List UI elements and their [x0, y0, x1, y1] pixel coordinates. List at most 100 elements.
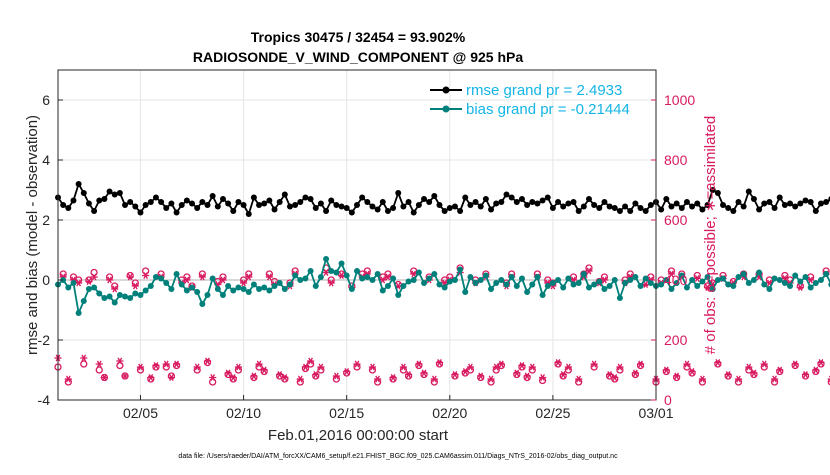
rmse-point — [714, 190, 721, 196]
obs-assimilated-point — [801, 371, 810, 378]
bias-point — [513, 283, 520, 289]
bias-point — [209, 275, 216, 282]
obs-assimilated-point — [183, 276, 191, 284]
obs-assimilated-point — [276, 371, 284, 378]
obs-assimilated-point — [616, 363, 624, 371]
obs-assimilated-point — [80, 354, 88, 362]
obs-assimilated-point — [683, 360, 691, 368]
obs-assimilated-point — [193, 363, 201, 371]
obs-possible-point — [714, 360, 722, 368]
bias-point — [642, 275, 649, 282]
obs-assimilated-point — [307, 357, 315, 365]
obs-assimilated-point — [105, 276, 114, 284]
x-tick-label: 02/25 — [535, 405, 570, 421]
bias-point — [199, 301, 206, 307]
rmse-point — [384, 208, 391, 214]
y-tick-label-right: 400 — [664, 272, 688, 288]
obs-assimilated-point — [172, 360, 181, 368]
bias-point — [101, 295, 108, 301]
rmse-point — [462, 194, 469, 201]
y-axis-label: rmse and bias (model - observation) — [24, 115, 41, 355]
y-axis-label-right: # of obs: o=possible; ∗=assimilated — [702, 116, 719, 355]
bias-point — [457, 266, 464, 273]
rmse-point — [410, 209, 417, 216]
obs-possible-point — [518, 363, 526, 371]
rmse-point — [756, 206, 763, 213]
bias-point — [323, 256, 330, 262]
rmse-point — [436, 202, 443, 208]
bias-point — [276, 280, 283, 286]
obs-possible-point — [224, 370, 232, 379]
rmse-point — [85, 200, 92, 207]
rmse-point — [65, 205, 72, 211]
bias-point — [725, 281, 732, 288]
rmse-point — [127, 199, 134, 205]
obs-assimilated-point — [466, 363, 475, 371]
obs-possible-point — [554, 360, 562, 368]
rmse-point — [446, 205, 453, 211]
rmse-point — [75, 181, 82, 187]
bias-point — [601, 286, 608, 292]
rmse-point — [560, 203, 567, 210]
bias-point — [823, 271, 830, 277]
rmse-point — [281, 191, 288, 198]
rmse-point — [735, 199, 742, 205]
obs-possible-point — [80, 360, 88, 368]
rmse-point — [570, 199, 577, 205]
rmse-point — [101, 196, 108, 202]
rmse-point — [766, 199, 773, 205]
rmse-point — [189, 200, 196, 207]
rmse-point — [740, 203, 747, 210]
rmse-point — [616, 208, 623, 214]
bias-point — [235, 284, 242, 291]
bias-point — [163, 280, 170, 286]
obs-assimilated-point — [374, 375, 382, 383]
obs-assimilated-point — [497, 360, 505, 368]
bias-point — [333, 269, 340, 276]
bias-point — [194, 289, 201, 295]
y-tick-label: 2 — [42, 212, 50, 228]
bias-point — [544, 283, 551, 289]
obs-assimilated-point — [724, 371, 732, 378]
obs-assimilated-point — [518, 362, 526, 369]
obs-assimilated-point — [203, 357, 212, 365]
bias-point — [379, 287, 386, 294]
bias-point — [297, 277, 304, 283]
obs-assimilated-point — [606, 371, 614, 378]
bias-point — [266, 287, 273, 294]
bias-point — [560, 284, 567, 291]
bias-point — [364, 274, 371, 280]
obs-assimilated-point — [301, 363, 310, 371]
y-tick-label-right: 800 — [664, 152, 688, 168]
obs-assimilated-point — [673, 372, 681, 380]
obs-assimilated-point — [136, 363, 145, 371]
bias-point — [549, 280, 556, 286]
bias-point — [508, 274, 515, 280]
rmse-point — [137, 209, 144, 216]
rmse-point — [720, 202, 727, 208]
x-tick-label: 02/20 — [432, 405, 467, 421]
obs-assimilated-point — [513, 369, 521, 377]
rmse-point — [647, 202, 654, 208]
bias-point — [756, 269, 763, 276]
bias-point — [374, 271, 381, 277]
y-tick-label: 0 — [42, 272, 50, 288]
bias-point — [555, 277, 562, 283]
obs-assimilated-point — [575, 375, 583, 383]
legend-bias-marker — [442, 105, 450, 113]
bias-point — [178, 281, 185, 288]
obs-assimilated-point — [430, 375, 438, 383]
rmse-point — [776, 194, 783, 201]
bias-point — [348, 286, 355, 292]
obs-assimilated-point — [234, 363, 243, 371]
obs-assimilated-point — [688, 368, 696, 375]
obs-possible-point — [343, 369, 351, 377]
obs-possible-point — [420, 370, 428, 379]
obs-assimilated-point — [162, 360, 170, 368]
obs-possible-point — [724, 372, 732, 380]
bias-point — [488, 286, 495, 292]
obs-possible-point — [229, 375, 237, 383]
obs-possible-point — [141, 267, 150, 275]
obs-assimilated-point — [90, 273, 98, 281]
bias-point — [204, 292, 211, 298]
